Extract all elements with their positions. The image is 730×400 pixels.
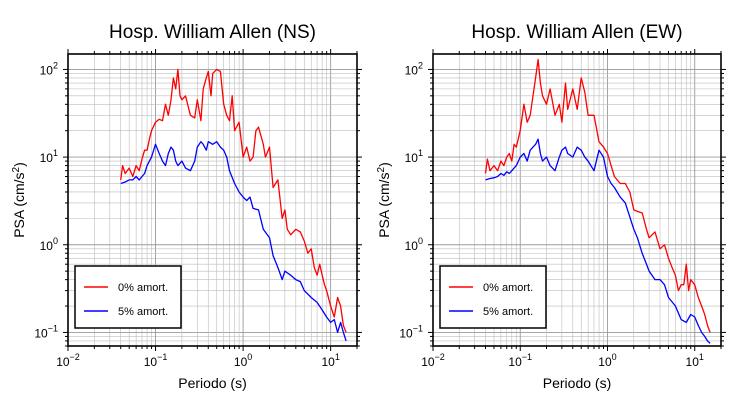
- y-tick-exponent: 0: [418, 236, 423, 246]
- series-line-blue: [485, 138, 711, 344]
- x-tick-exponent: −1: [157, 352, 167, 362]
- y-tick-exponent: 2: [418, 60, 423, 70]
- x-tick-exponent: 0: [612, 352, 617, 362]
- series-line-blue: [120, 141, 347, 342]
- plot-frame: [67, 53, 358, 347]
- x-tick-label: 101: [321, 352, 339, 369]
- y-axis-label: PSA (cm/s2): [11, 162, 27, 238]
- y-tick-label: 10−1: [399, 323, 423, 340]
- legend-box: [74, 265, 182, 329]
- y-tick-exponent: 2: [53, 60, 58, 70]
- y-tick-base: 10: [405, 151, 419, 165]
- y-tick-base: 10: [405, 239, 419, 253]
- x-tick-exponent: 1: [699, 352, 704, 362]
- axis-ticks: [428, 49, 726, 351]
- x-tick-base: 10: [686, 355, 700, 369]
- x-tick-label: 10−1: [144, 352, 168, 369]
- legend: 0% amort. 5% amort.: [439, 265, 547, 329]
- x-tick-label: 100: [598, 352, 616, 369]
- y-tick-label: 102: [40, 60, 58, 77]
- y-tick-exponent: 0: [53, 236, 58, 246]
- axis-ticks: [63, 49, 362, 351]
- x-tick-base: 10: [598, 355, 612, 369]
- series-line-red: [120, 68, 347, 333]
- x-tick-label: 10−1: [508, 352, 532, 369]
- x-tick-exponent: 1: [335, 352, 340, 362]
- y-tick-exponent: −1: [413, 323, 423, 333]
- legend-label: 0% amort.: [118, 282, 168, 294]
- x-tick-base: 10: [421, 355, 435, 369]
- y-tick-label: 101: [405, 148, 423, 165]
- x-tick-exponent: −2: [435, 352, 445, 362]
- y-tick-base: 10: [40, 239, 54, 253]
- x-tick-label: 10−2: [421, 352, 445, 369]
- plot-frame: [432, 53, 722, 347]
- x-tick-base: 10: [234, 355, 248, 369]
- x-axis-label: Periodo (s): [543, 375, 611, 391]
- series-line-red: [484, 58, 711, 333]
- x-tick-exponent: 0: [247, 352, 252, 362]
- legend-label: 5% amort.: [118, 306, 168, 318]
- x-tick-base: 10: [508, 355, 522, 369]
- legend-label: 0% amort.: [483, 282, 533, 294]
- chart-title: Hosp. William Allen (EW): [471, 22, 682, 43]
- y-tick-base: 10: [40, 151, 54, 165]
- legend-box: [439, 265, 547, 329]
- x-tick-label: 10−2: [56, 352, 80, 369]
- x-tick-base: 10: [321, 355, 335, 369]
- y-tick-base: 10: [405, 63, 419, 77]
- y-tick-label: 10−1: [34, 323, 58, 340]
- y-axis-label: PSA (cm/s2): [376, 162, 392, 238]
- y-tick-base: 10: [34, 326, 48, 340]
- legend-label: 5% amort.: [483, 306, 533, 318]
- y-tick-label: 102: [405, 60, 423, 77]
- x-tick-base: 10: [144, 355, 158, 369]
- x-tick-label: 100: [234, 352, 252, 369]
- x-tick-label: 101: [686, 352, 704, 369]
- y-tick-label: 101: [40, 148, 58, 165]
- legend: 0% amort. 5% amort.: [74, 265, 182, 329]
- x-axis-label: Periodo (s): [178, 375, 246, 391]
- y-tick-exponent: 1: [418, 148, 423, 158]
- y-tick-label: 100: [405, 236, 423, 253]
- x-tick-exponent: −2: [70, 352, 80, 362]
- y-tick-exponent: 1: [53, 148, 58, 158]
- y-tick-label: 100: [40, 236, 58, 253]
- y-tick-base: 10: [40, 63, 54, 77]
- x-tick-base: 10: [56, 355, 70, 369]
- y-tick-exponent: −1: [48, 323, 58, 333]
- grid: [432, 54, 722, 347]
- x-tick-exponent: −1: [522, 352, 532, 362]
- y-tick-base: 10: [399, 326, 413, 340]
- chart-title: Hosp. William Allen (NS): [109, 22, 316, 43]
